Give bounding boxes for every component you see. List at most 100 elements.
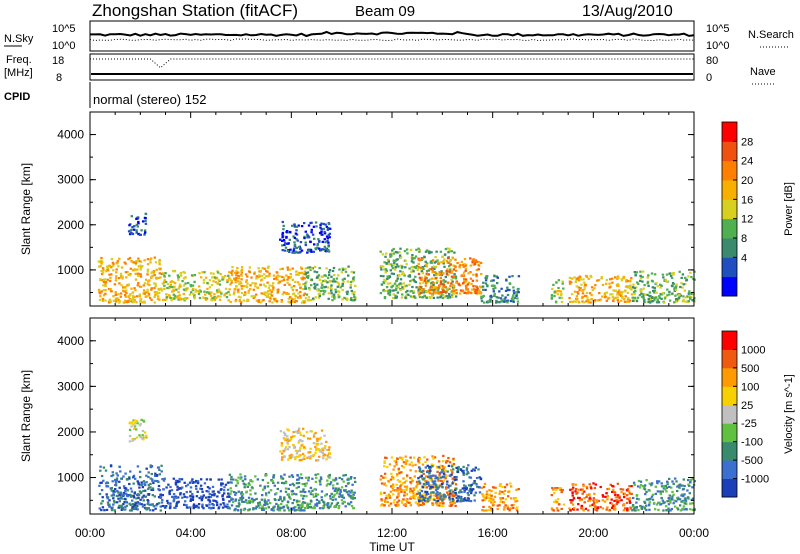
velocity-cell	[195, 479, 198, 483]
velocity-cell	[243, 508, 246, 511]
velocity-cell	[638, 486, 642, 489]
velocity-cell	[632, 508, 635, 511]
power-cell	[579, 278, 582, 281]
power-cell	[577, 292, 580, 295]
power-cell	[176, 274, 180, 277]
velocity-cell	[110, 474, 113, 478]
power-cell	[486, 285, 489, 288]
velocity-cell	[318, 480, 322, 483]
velocity-cell	[144, 489, 147, 492]
power-cell	[410, 290, 413, 293]
velocity-cell	[229, 478, 233, 481]
velocity-cell	[125, 492, 128, 495]
velocity-cell	[115, 484, 118, 487]
velocity-cell	[250, 500, 253, 503]
velocity-cell	[680, 494, 683, 497]
velocity-cell	[119, 506, 122, 509]
power-cell	[121, 277, 124, 280]
power-cell	[679, 285, 682, 289]
velocity-cell	[415, 485, 418, 488]
velocity-cell	[309, 451, 312, 454]
power-cell	[400, 296, 404, 299]
power-cell	[265, 275, 268, 278]
power-cell	[661, 273, 665, 276]
velocity-cell	[329, 504, 332, 507]
velocity-cell	[429, 494, 433, 497]
velocity-cell	[335, 492, 339, 495]
velocity-cell	[330, 502, 334, 505]
velocity-cell	[575, 488, 578, 491]
velocity-cell	[346, 478, 349, 481]
velocity-cell	[128, 440, 132, 443]
velocity-cell	[264, 492, 268, 495]
velocity-cell	[166, 499, 169, 502]
velocity-cell	[601, 499, 605, 502]
velocity-cell	[316, 502, 319, 505]
power-cell	[304, 297, 308, 300]
power-cell	[181, 280, 184, 283]
velocity-cell	[128, 482, 131, 486]
power-cell	[439, 291, 442, 294]
velocity-cell	[122, 493, 126, 496]
velocity-cell	[473, 494, 476, 497]
power-cell	[164, 272, 167, 275]
power-cell	[104, 281, 108, 284]
velocity-cell	[101, 506, 105, 509]
velocity-cell	[684, 497, 687, 500]
power-cell	[663, 297, 667, 300]
power-cell	[259, 283, 262, 286]
velocity-cell	[312, 435, 316, 438]
velocity-cell	[122, 475, 125, 478]
power-cell	[217, 295, 220, 298]
velocity-cell	[314, 480, 318, 483]
velocity-cell	[284, 481, 288, 485]
velocity-cell	[155, 504, 158, 507]
power-cell	[327, 292, 331, 295]
power-cell	[434, 265, 438, 268]
power-cell	[328, 222, 331, 226]
velocity-cell	[622, 509, 625, 512]
velocity-cell	[506, 504, 509, 507]
power-cell	[100, 269, 103, 273]
power-cell	[412, 261, 415, 264]
velocity-cell	[347, 493, 350, 496]
power-cell	[642, 287, 645, 290]
power-cell	[421, 272, 425, 275]
power-cell	[460, 274, 463, 277]
velocity-cell	[239, 497, 242, 500]
power-cell	[421, 296, 424, 299]
velocity-cell	[303, 454, 306, 457]
power-cell	[265, 291, 268, 294]
velocity-cell	[448, 498, 451, 501]
power-cell	[585, 291, 589, 294]
velocity-cell	[215, 500, 218, 503]
velocity-cell	[593, 501, 596, 504]
velocity-cell	[306, 505, 309, 508]
velocity-cell	[350, 476, 353, 479]
power-cell	[506, 288, 509, 292]
power-cell	[431, 277, 434, 280]
power-cell	[384, 279, 387, 283]
power-cell	[259, 279, 263, 282]
power-cell	[423, 294, 426, 297]
power-cell	[448, 270, 451, 273]
velocity-cell	[198, 497, 201, 500]
velocity-cell	[298, 454, 301, 457]
velocity-cell	[482, 505, 485, 508]
y-tick-label: 3000	[57, 173, 84, 187]
power-cell	[120, 284, 123, 287]
velocity-cell	[284, 490, 288, 493]
velocity-cell	[322, 505, 326, 508]
velocity-cell	[416, 482, 420, 485]
power-cell	[418, 250, 421, 253]
colorbar-swatch	[722, 386, 737, 406]
velocity-cell	[150, 465, 153, 468]
velocity-cell	[400, 464, 404, 468]
power-cell	[482, 288, 485, 291]
power-cell	[419, 282, 422, 285]
velocity-cell	[389, 490, 393, 493]
velocity-cell	[681, 507, 685, 510]
velocity-cell	[223, 503, 226, 506]
velocity-cell	[392, 501, 396, 504]
velocity-cluster	[128, 418, 148, 443]
